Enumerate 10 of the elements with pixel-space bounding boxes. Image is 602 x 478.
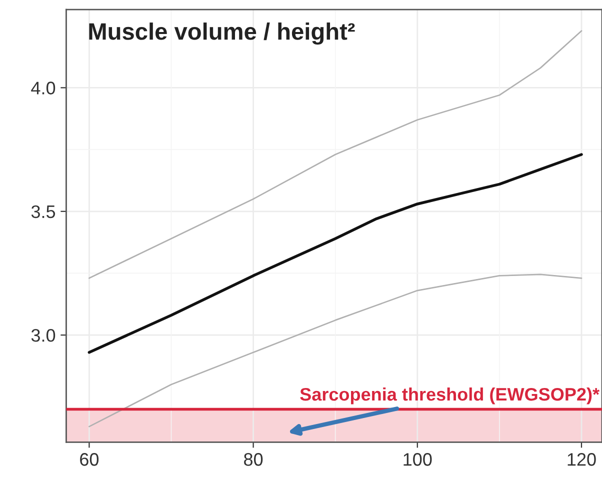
x-tick-label: 100 <box>404 453 432 466</box>
y-tick-label: 3.0 <box>31 328 56 342</box>
ref-line-label: Sarcopenia threshold (EWGSOP2)* <box>300 387 600 404</box>
x-tick-label: 60 <box>80 453 99 466</box>
y-tick-label: 4.0 <box>31 82 56 94</box>
x-tick-label: 80 <box>244 453 263 466</box>
x-tick-label: 120 <box>568 453 596 466</box>
line-series <box>88 153 583 354</box>
y-tick-label: 3.5 <box>31 205 56 218</box>
text: Muscle volume / height² <box>89 22 355 45</box>
